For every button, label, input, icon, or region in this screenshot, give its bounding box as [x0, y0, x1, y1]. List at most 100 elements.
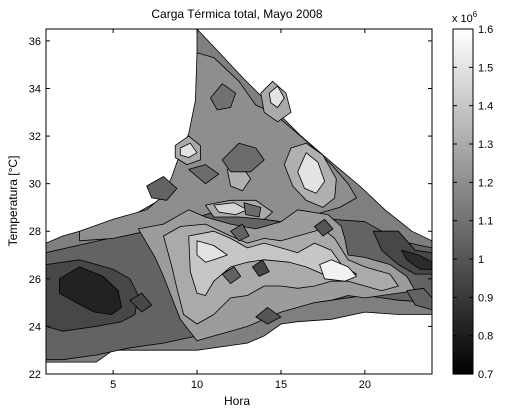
- contour-region-14: [268, 85, 285, 108]
- colorbar-swatch: [453, 52, 473, 57]
- y-axis: 22 24 26 28 30 32 34 36: [29, 36, 432, 381]
- colorbar-swatch: [453, 151, 473, 157]
- x-axis-label: Hora: [224, 394, 250, 408]
- colorbar-tick-label: 1.4: [478, 101, 493, 113]
- colorbar-swatch: [453, 167, 473, 172]
- colorbar-swatch: [453, 213, 473, 218]
- colorbar-swatch: [453, 90, 473, 95]
- colorbar-swatch: [453, 132, 473, 137]
- colorbar-tick-label: 1.5: [478, 62, 493, 74]
- colorbar-swatch: [453, 370, 473, 375]
- colorbar-tick-label: 0.9: [478, 292, 493, 304]
- colorbar-swatch: [453, 205, 473, 210]
- colorbar-swatch: [453, 232, 473, 237]
- y-tick-label: 22: [29, 369, 41, 381]
- plot-frame: [45, 28, 433, 375]
- colorbar-swatch: [453, 144, 473, 149]
- contour-region-29: [251, 259, 270, 277]
- contour-region-27: [221, 266, 242, 285]
- colorbar-swatch: [453, 343, 473, 348]
- colorbar-swatch: [453, 239, 473, 245]
- colorbar-swatch: [453, 113, 473, 118]
- y-tick-label: 34: [29, 83, 41, 95]
- colorbar-swatch: [453, 159, 473, 164]
- contour-region-23: [210, 83, 237, 111]
- colorbar-swatch: [453, 155, 473, 160]
- colorbar-swatch: [453, 220, 473, 226]
- colorbar-swatch: [453, 124, 473, 130]
- contour-region-16: [179, 142, 198, 158]
- colorbar-swatch: [453, 44, 473, 49]
- contour-region-20: [243, 202, 262, 218]
- colorbar-swatch: [453, 312, 473, 318]
- colorbar-tick-label: 0.8: [478, 331, 493, 343]
- colorbar-swatch: [453, 186, 473, 191]
- colorbar-swatch: [453, 251, 473, 256]
- colorbar-swatch: [453, 174, 473, 180]
- colorbar-swatch: [453, 282, 473, 287]
- colorbar-swatch: [453, 236, 473, 241]
- colorbar-swatch: [453, 308, 473, 314]
- colorbar-swatch: [453, 193, 473, 199]
- colorbar-swatch: [453, 78, 473, 84]
- contour-region-28: [230, 223, 250, 242]
- colorbar-scale-text: x 10: [452, 13, 473, 25]
- y-tick-label: 36: [29, 36, 41, 48]
- colorbar-swatch: [453, 94, 473, 99]
- colorbar-swatch: [453, 32, 473, 38]
- contour-region-12: [297, 152, 326, 194]
- colorbar-swatch: [453, 86, 473, 91]
- contour-region-19: [213, 202, 248, 216]
- y-tick-label: 24: [29, 321, 41, 333]
- colorbar-swatch: [453, 59, 473, 65]
- y-tick-label: 28: [29, 226, 41, 238]
- colorbar-swatch: [453, 289, 473, 295]
- colorbar-swatch: [453, 117, 473, 122]
- colorbar-scale-exponent: 6: [473, 10, 478, 19]
- colorbar-swatch: [453, 366, 473, 371]
- colorbar-swatch: [453, 324, 473, 329]
- colorbar-swatch: [453, 201, 473, 206]
- colorbar-swatch: [453, 351, 473, 356]
- colorbar-swatch: [453, 209, 473, 214]
- colorbar-swatch: [453, 305, 473, 310]
- colorbar-swatch: [453, 82, 473, 88]
- colorbar-swatch: [453, 197, 473, 203]
- y-axis-label: Temperatura [°C]: [6, 156, 20, 247]
- colorbar-swatch: [453, 55, 473, 61]
- colorbar-swatch: [453, 362, 473, 367]
- chart-title: Carga Térmica total, Mayo 2008: [151, 7, 323, 21]
- colorbar-swatch: [453, 147, 473, 153]
- colorbar-swatch: [453, 48, 473, 53]
- colorbar-swatch: [453, 339, 473, 344]
- colorbar-swatch: [453, 224, 473, 229]
- colorbar-swatch: [453, 316, 473, 321]
- colorbar-swatch: [453, 67, 473, 72]
- contour-region-25: [255, 306, 282, 325]
- colorbar-swatch: [453, 320, 473, 325]
- contour-region-10: [319, 259, 357, 282]
- contour-region-22: [188, 164, 220, 185]
- colorbar-swatch: [453, 228, 473, 233]
- colorbar-tick-label: 1.6: [478, 24, 493, 36]
- colorbar-swatch: [453, 270, 473, 275]
- colorbar-swatch: [453, 109, 473, 114]
- y-tick-label: 32: [29, 131, 41, 143]
- colorbar-swatch: [453, 347, 473, 352]
- colorbar-swatch: [453, 297, 473, 302]
- colorbar-swatch: [453, 121, 473, 126]
- colorbar-swatch: [453, 140, 473, 145]
- contour-region-4: [59, 266, 122, 315]
- colorbar-swatch: [453, 29, 473, 34]
- colorbar-swatch: [453, 285, 473, 291]
- colorbar: 0.7 0.8 0.9 1 1.1 1.2 1.3 1.4 1.5 1.6: [452, 24, 493, 381]
- colorbar-swatch: [453, 259, 473, 264]
- x-tick-label: 5: [110, 379, 116, 391]
- colorbar-swatch: [453, 216, 473, 222]
- contour-region-26: [314, 218, 334, 237]
- colorbar-tick-label: 0.7: [478, 369, 493, 381]
- colorbar-swatch: [453, 266, 473, 272]
- contour-region-24: [146, 176, 178, 201]
- contour-region-9: [196, 240, 228, 263]
- colorbar-swatch: [453, 71, 473, 76]
